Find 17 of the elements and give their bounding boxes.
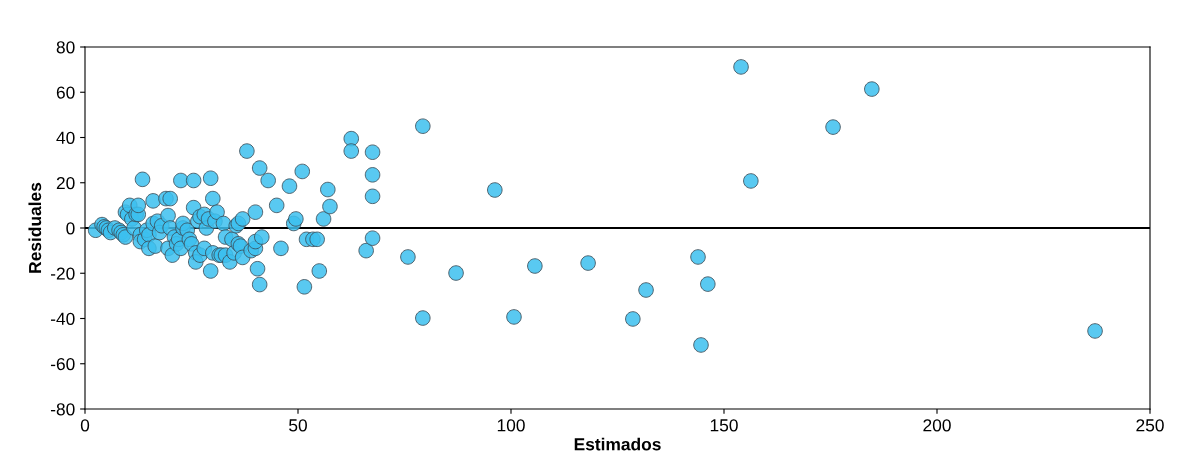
x-tick-label: 200	[923, 419, 951, 432]
x-tick-label: 250	[1136, 419, 1164, 432]
x-tick-label: 100	[497, 419, 525, 432]
x-axis-title: Estimados	[574, 437, 661, 451]
x-tick-label: 150	[710, 419, 738, 432]
x-tick-label: 50	[289, 419, 307, 432]
y-tick-label: -20	[50, 267, 75, 280]
y-tick-label: -80	[50, 403, 75, 416]
y-axis-title: Residuales	[28, 182, 42, 273]
y-tick-label: 0	[66, 222, 75, 235]
y-tick-label: -40	[50, 312, 75, 325]
y-tick-label: -60	[50, 357, 75, 371]
x-tick-label: 0	[80, 419, 90, 432]
y-tick-label: 80	[56, 41, 75, 54]
y-tick-label: 20	[56, 176, 75, 190]
y-tick-label: 40	[56, 131, 75, 144]
y-tick-label: 60	[56, 86, 75, 99]
